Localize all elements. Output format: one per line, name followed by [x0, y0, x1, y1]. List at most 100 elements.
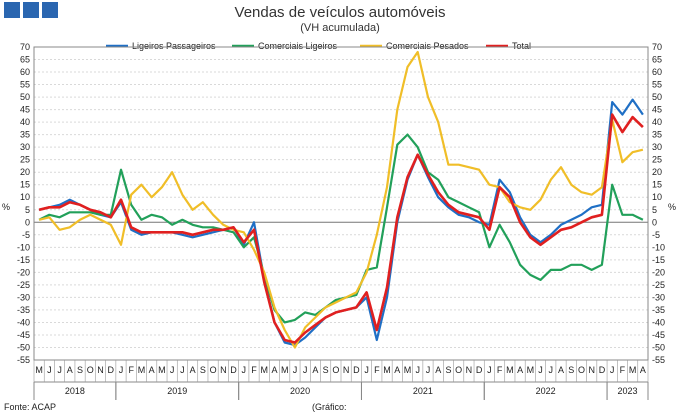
- y-tick-label-right: -15: [652, 255, 665, 265]
- y-tick-label-left: 20: [20, 167, 30, 177]
- x-tick-label: S: [445, 365, 451, 375]
- x-tick-label: A: [271, 365, 277, 375]
- y-tick-label-right: -45: [652, 330, 665, 340]
- y-tick-label-right: -30: [652, 292, 665, 302]
- y-tick-label-right: -35: [652, 305, 665, 315]
- x-tick-label: D: [353, 365, 360, 375]
- y-tick-label-right: -40: [652, 317, 665, 327]
- grid: [33, 46, 649, 361]
- x-tick-label: J: [119, 365, 124, 375]
- x-tick-label: A: [190, 365, 196, 375]
- x-tick-label: N: [466, 365, 473, 375]
- y-tick-label-left: 35: [20, 130, 30, 140]
- y-tick-label-right: -55: [652, 355, 665, 365]
- y-tick-label-left: -40: [17, 317, 30, 327]
- x-tick-label: J: [47, 365, 52, 375]
- legend-label: Comerciais Pesados: [386, 41, 469, 51]
- x-tick-label: A: [67, 365, 73, 375]
- y-tick-label-right: 0: [652, 217, 657, 227]
- x-tick-label: D: [476, 365, 483, 375]
- y-tick-label-left: 0: [25, 217, 30, 227]
- y-tick-label-left: -20: [17, 267, 30, 277]
- x-tick-label: S: [77, 365, 83, 375]
- x-tick-label: N: [97, 365, 104, 375]
- y-axis-label-right: %: [668, 202, 676, 212]
- logo-square-1: [4, 2, 20, 18]
- x-tick-label: M: [527, 365, 535, 375]
- x-tick-label: D: [230, 365, 237, 375]
- x-tick-label: F: [620, 365, 626, 375]
- legend-label: Comerciais Ligeiros: [258, 41, 338, 51]
- x-tick-label: J: [170, 365, 175, 375]
- x-tick-label: A: [394, 365, 400, 375]
- y-tick-label-left: 10: [20, 192, 30, 202]
- x-tick-label: A: [149, 365, 155, 375]
- year-label: 2019: [167, 386, 187, 396]
- y-tick-label-left: -30: [17, 292, 30, 302]
- y-tick-label-left: 55: [20, 80, 30, 90]
- x-tick-label: A: [640, 365, 646, 375]
- x-tick-label: F: [128, 365, 134, 375]
- x-tick-label: N: [220, 365, 227, 375]
- series-line: [38, 50, 644, 349]
- x-tick-label: A: [435, 365, 441, 375]
- y-tick-label-right: 10: [652, 192, 662, 202]
- y-tick-label-left: 70: [20, 42, 30, 52]
- x-tick-label: M: [506, 365, 514, 375]
- year-label: 2021: [413, 386, 433, 396]
- chart-subtitle: (VH acumulada): [300, 22, 379, 34]
- y-tick-label-right: 25: [652, 155, 662, 165]
- chart-title: Vendas de veículos automóveis: [235, 4, 446, 21]
- x-tick-label: F: [374, 365, 380, 375]
- y-tick-label-right: 60: [652, 67, 662, 77]
- y-tick-label-left: 25: [20, 155, 30, 165]
- y-tick-label-right: 55: [652, 80, 662, 90]
- y-tick-label-right: 30: [652, 142, 662, 152]
- year-label: 2023: [618, 386, 638, 396]
- y-tick-label-left: -15: [17, 255, 30, 265]
- y-tick-label-left: 60: [20, 67, 30, 77]
- y-tick-label-left: -35: [17, 305, 30, 315]
- x-tick-label: M: [629, 365, 637, 375]
- legend: Ligeiros Passageiros Comerciais Ligeiros C…: [106, 41, 531, 51]
- y-tick-label-left: 30: [20, 142, 30, 152]
- logo-square-3: [42, 2, 58, 18]
- x-tick-label: A: [558, 365, 564, 375]
- y-tick-label-left: 65: [20, 55, 30, 65]
- series-line: [38, 113, 644, 344]
- x-tick-label: F: [497, 365, 503, 375]
- x-tick-label: J: [487, 365, 492, 375]
- series-group: [38, 50, 644, 349]
- x-tick-label: O: [455, 365, 462, 375]
- logo-square-2: [23, 2, 39, 18]
- x-tick-label: M: [261, 365, 269, 375]
- x-tick-label: M: [158, 365, 166, 375]
- y-tick-label-left: -50: [17, 342, 30, 352]
- y-tick-label-right: 65: [652, 55, 662, 65]
- y-tick-label-left: 15: [20, 180, 30, 190]
- y-tick-label-left: -10: [17, 242, 30, 252]
- series-line: [38, 133, 644, 324]
- y-tick-label-right: -50: [652, 342, 665, 352]
- chart-caption: (Gráfico:: [312, 402, 347, 412]
- x-tick-label: J: [610, 365, 615, 375]
- x-tick-label: J: [416, 365, 421, 375]
- y-tick-label-right: -20: [652, 267, 665, 277]
- y-tick-label-right: 5: [652, 205, 657, 215]
- y-tick-label-right: 50: [652, 92, 662, 102]
- y-axis-label-left: %: [2, 202, 10, 212]
- legend-label: Total: [512, 41, 531, 51]
- y-tick-label-right: -10: [652, 242, 665, 252]
- y-tick-label-right: -25: [652, 280, 665, 290]
- y-tick-label-left: 50: [20, 92, 30, 102]
- x-tick-label: N: [343, 365, 350, 375]
- x-tick-label: O: [578, 365, 585, 375]
- y-tick-label-left: -55: [17, 355, 30, 365]
- x-tick-label: J: [242, 365, 247, 375]
- source-note: Fonte: ACAP: [4, 402, 56, 412]
- x-tick-label: J: [303, 365, 308, 375]
- x-tick-label: D: [108, 365, 115, 375]
- x-tick-label: M: [281, 365, 289, 375]
- x-tick-label: M: [383, 365, 391, 375]
- x-tick-label: D: [599, 365, 606, 375]
